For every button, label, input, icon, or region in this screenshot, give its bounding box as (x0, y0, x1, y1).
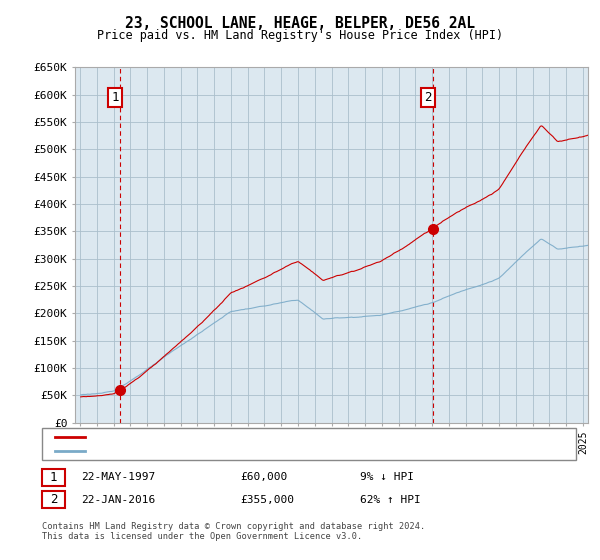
Text: Contains HM Land Registry data © Crown copyright and database right 2024.
This d: Contains HM Land Registry data © Crown c… (42, 522, 425, 542)
Text: £60,000: £60,000 (240, 472, 287, 482)
Text: Price paid vs. HM Land Registry's House Price Index (HPI): Price paid vs. HM Land Registry's House … (97, 29, 503, 42)
Text: 2: 2 (50, 493, 57, 506)
Text: 1: 1 (50, 470, 57, 484)
Text: 9% ↓ HPI: 9% ↓ HPI (360, 472, 414, 482)
Text: 22-JAN-2016: 22-JAN-2016 (81, 494, 155, 505)
Text: 23, SCHOOL LANE, HEAGE, BELPER, DE56 2AL: 23, SCHOOL LANE, HEAGE, BELPER, DE56 2AL (125, 16, 475, 31)
Text: £355,000: £355,000 (240, 494, 294, 505)
Text: 23, SCHOOL LANE, HEAGE, BELPER, DE56 2AL (detached house): 23, SCHOOL LANE, HEAGE, BELPER, DE56 2AL… (90, 432, 425, 442)
Text: HPI: Average price, detached house, Amber Valley: HPI: Average price, detached house, Ambe… (90, 446, 372, 456)
Text: 1: 1 (111, 91, 119, 104)
Text: 62% ↑ HPI: 62% ↑ HPI (360, 494, 421, 505)
Text: 22-MAY-1997: 22-MAY-1997 (81, 472, 155, 482)
Text: 2: 2 (424, 91, 431, 104)
